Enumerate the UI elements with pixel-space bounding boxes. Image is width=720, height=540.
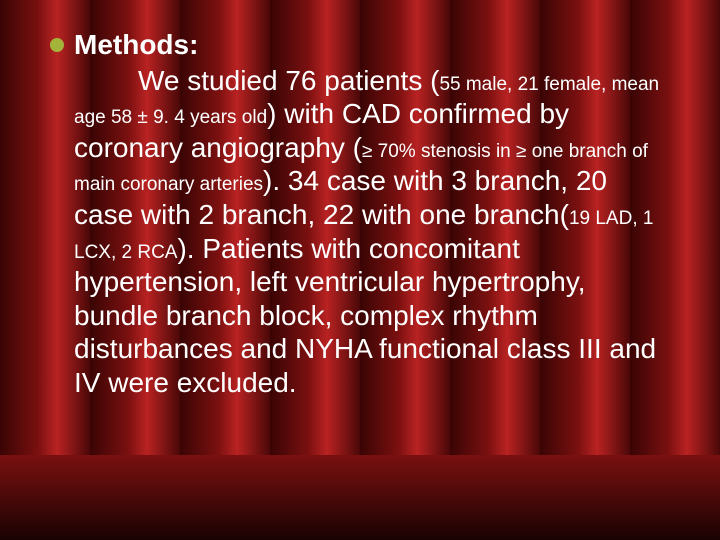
bullet-icon	[50, 38, 64, 52]
slide: Methods: We studied 76 patients (55 male…	[0, 0, 720, 540]
bullet-row: Methods:	[50, 28, 670, 62]
heading-text: Methods:	[74, 28, 198, 62]
body-segment: We studied 76 patients (	[138, 65, 439, 96]
body-text: We studied 76 patients (55 male, 21 fema…	[74, 64, 670, 400]
content-area: Methods: We studied 76 patients (55 male…	[50, 28, 670, 400]
